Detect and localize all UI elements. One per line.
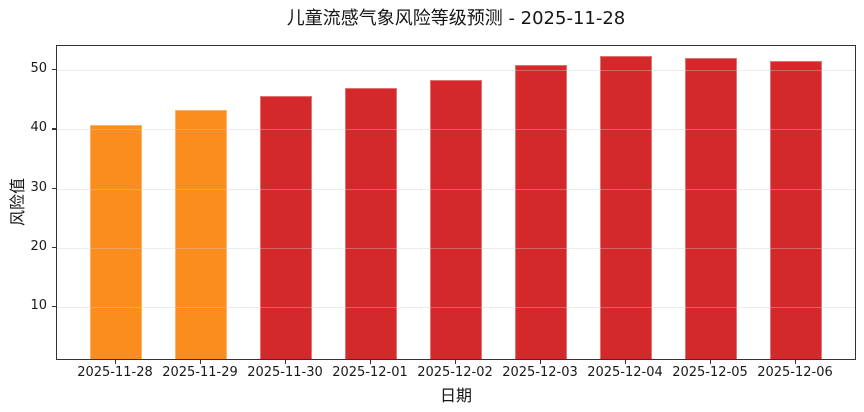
x-tick-label: 2025-12-05	[672, 365, 748, 380]
x-tick-mark	[115, 360, 117, 364]
grid-line	[57, 247, 855, 249]
bar-2025-12-03	[515, 65, 567, 359]
x-tick-label: 2025-12-01	[332, 365, 408, 380]
x-tick-mark	[200, 360, 202, 364]
bar-2025-12-04	[600, 55, 652, 359]
y-tick-mark	[52, 306, 56, 308]
chart-title: 儿童流感气象风险等级预测 - 2025-11-28	[286, 8, 626, 29]
x-tick-label: 2025-12-04	[587, 365, 663, 380]
bar-2025-11-30	[260, 96, 312, 359]
x-tick-mark	[625, 360, 627, 364]
y-tick-label: 50	[30, 61, 47, 76]
y-tick-label: 40	[30, 120, 47, 136]
grid-line	[57, 129, 855, 131]
y-tick-mark	[52, 187, 56, 189]
y-tick-label: 10	[30, 298, 47, 314]
x-tick-label: 2025-11-29	[162, 365, 238, 380]
x-tick-mark	[795, 360, 797, 364]
bar-2025-12-06	[770, 60, 822, 359]
plot-area	[56, 45, 856, 360]
x-tick-label: 2025-12-03	[502, 365, 578, 380]
x-tick-label: 2025-11-28	[77, 365, 153, 380]
grid-line	[57, 188, 855, 190]
x-tick-label: 2025-11-30	[247, 365, 323, 380]
bar-2025-12-01	[345, 88, 397, 359]
x-tick-mark	[710, 360, 712, 364]
x-tick-mark	[455, 360, 457, 364]
y-tick-mark	[52, 69, 56, 71]
bar-2025-12-05	[685, 57, 737, 359]
x-tick-label: 2025-12-02	[417, 365, 493, 380]
x-axis-label: 日期	[439, 386, 472, 405]
y-tick-label: 30	[30, 179, 47, 195]
x-tick-mark	[285, 360, 287, 364]
bar-2025-11-29	[175, 109, 227, 359]
x-tick-mark	[370, 360, 372, 364]
bar-2025-11-28	[90, 124, 142, 359]
x-tick-mark	[540, 360, 542, 364]
grid-line	[57, 307, 855, 309]
y-tick-label: 20	[30, 238, 47, 254]
bar-2025-12-02	[430, 79, 482, 359]
grid-line	[57, 70, 855, 71]
y-tick-mark	[52, 246, 56, 249]
y-tick-mark	[52, 128, 56, 130]
x-tick-label: 2025-12-06	[757, 365, 833, 380]
